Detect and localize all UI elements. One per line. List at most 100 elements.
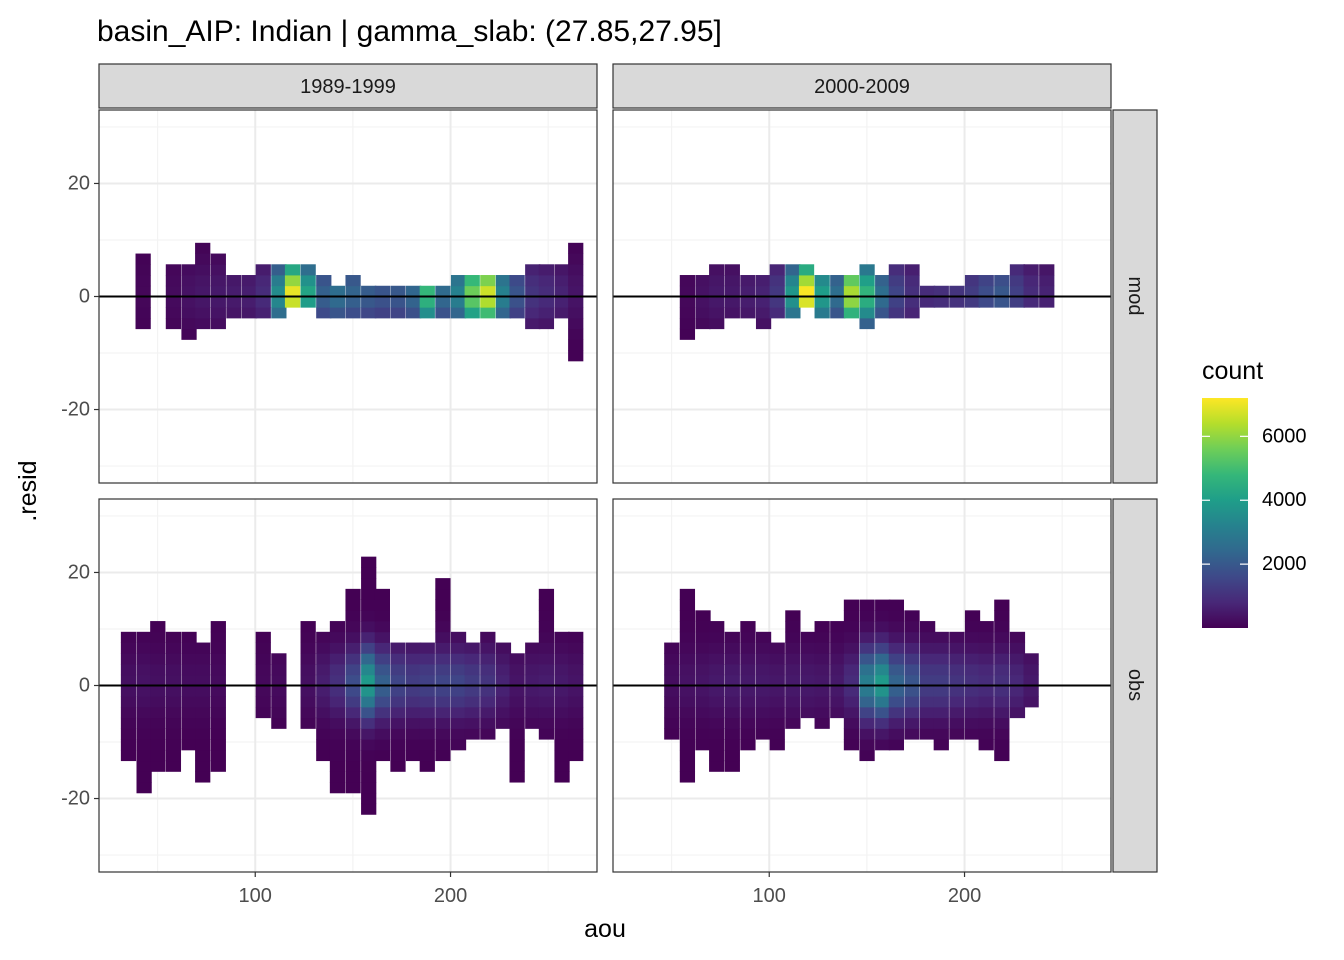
heatmap-cell [740, 685, 756, 697]
heatmap-cell [136, 771, 152, 783]
heatmap-cells [679, 264, 1055, 340]
heatmap-cell [525, 264, 541, 276]
heatmap-cell [568, 642, 584, 654]
heatmap-cell [120, 664, 137, 676]
heatmap-cell [538, 653, 555, 665]
heatmap-cell [361, 296, 377, 308]
heatmap-cell [568, 728, 584, 740]
heatmap-cell [361, 285, 377, 297]
heatmap-cell [345, 307, 361, 319]
heatmap-cell [843, 285, 860, 297]
x-axis-title: aou [584, 915, 626, 943]
heatmap-cell [361, 664, 377, 676]
heatmap-cell [210, 285, 226, 297]
heatmap-cell [1023, 674, 1039, 686]
heatmap-cell [859, 631, 875, 643]
heatmap-cell [755, 275, 772, 287]
heatmap-cell [695, 739, 711, 751]
heatmap-cell [904, 275, 920, 287]
heatmap-cell [888, 642, 904, 654]
heatmap-cell [300, 653, 316, 665]
heatmap-cell [679, 728, 696, 740]
heatmap-cell [769, 685, 785, 697]
strip-col-label-1989-1999: 1989-1999 [300, 76, 396, 98]
heatmap-cell [525, 717, 541, 729]
heatmap-cell [978, 739, 994, 751]
heatmap-cell [709, 685, 725, 697]
heatmap-cell [814, 631, 830, 643]
heatmap-cell [679, 621, 696, 633]
heatmap-cell [329, 653, 346, 665]
heatmap-cell [390, 307, 406, 319]
heatmap-cell [361, 674, 377, 686]
heatmap-cell [435, 599, 451, 611]
heatmap-cell [769, 739, 785, 751]
heatmap-cell [740, 653, 756, 665]
heatmap-cell [136, 760, 152, 772]
heatmap-cell [345, 296, 361, 308]
heatmap-cell [800, 642, 817, 654]
heatmap-cell [1009, 296, 1026, 308]
heatmap-cell [785, 610, 801, 622]
heatmap-cell [406, 642, 422, 654]
heatmap-cell [300, 275, 316, 287]
heatmap-cell [933, 653, 949, 665]
heatmap-cell [1009, 275, 1026, 287]
heatmap-cell [210, 642, 226, 654]
heatmap-cell [709, 275, 725, 287]
heatmap-cell [345, 285, 361, 297]
heatmap-cell [361, 578, 377, 590]
heatmap-cell [419, 696, 435, 708]
heatmap-cell [994, 642, 1010, 654]
heatmap-cell [329, 307, 346, 319]
heatmap-cell [904, 706, 920, 719]
heatmap-cell [964, 717, 981, 729]
heatmap-cell [210, 253, 226, 265]
heatmap-cell [210, 728, 226, 740]
heatmap-cell [679, 642, 696, 654]
heatmap-cell [709, 317, 725, 330]
heatmap-cell [875, 685, 891, 697]
heatmap-cell [695, 685, 711, 697]
heatmap-cell [345, 685, 361, 697]
heatmap-cell [554, 664, 570, 676]
heatmap-cell [664, 717, 680, 729]
heatmap-cell [136, 685, 152, 697]
heatmap-cell [755, 717, 772, 729]
heatmap-cell [755, 674, 772, 686]
heatmap-cell [135, 317, 151, 330]
heatmap-cell [843, 599, 860, 611]
x-tick-label: 100 [753, 885, 786, 907]
heatmap-cell [345, 674, 361, 686]
heatmap-cell [740, 621, 756, 633]
heatmap-cell [210, 621, 226, 633]
heatmap-cell [136, 664, 152, 676]
heatmap-cell [798, 296, 815, 308]
heatmap-cell [300, 717, 316, 729]
heatmap-cell [525, 296, 541, 308]
heatmap-cell [390, 706, 406, 719]
heatmap-cell [361, 631, 377, 643]
heatmap-cell [933, 664, 949, 676]
heatmap-cell [329, 739, 346, 751]
heatmap-cell [859, 749, 875, 762]
heatmap-cell [538, 631, 555, 643]
heatmap-cell [165, 685, 182, 697]
heatmap-cell [538, 728, 555, 740]
heatmap-cell [345, 696, 361, 708]
heatmap-cell [933, 674, 949, 686]
heatmap-cell [538, 642, 555, 654]
facet-strips: 1989-1999 2000-2009 mod obs [98, 63, 1158, 873]
heatmap-cell [435, 739, 451, 751]
heatmap-cell [978, 275, 994, 287]
heatmap-cell [785, 706, 801, 719]
heatmap-cell [271, 285, 287, 297]
heatmap-cell [495, 717, 512, 729]
heatmap-cell [271, 717, 287, 729]
heatmap-cell [509, 674, 525, 686]
heatmap-cell [345, 588, 361, 600]
heatmap-cell [785, 653, 801, 665]
legend-tick-label: 4000 [1262, 489, 1307, 511]
heatmap-cell [994, 610, 1010, 622]
heatmap-cell [136, 696, 152, 708]
